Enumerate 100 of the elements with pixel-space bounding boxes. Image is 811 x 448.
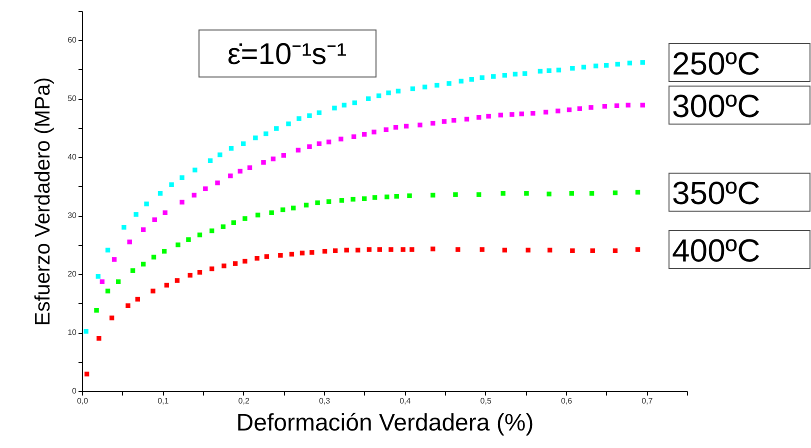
point (84, 372, 90, 376)
point (140, 262, 146, 266)
point (350, 196, 356, 202)
point (242, 258, 248, 264)
point (377, 247, 382, 252)
point (253, 136, 258, 140)
point (192, 168, 198, 172)
point (192, 192, 196, 198)
point (152, 217, 157, 222)
point (310, 250, 314, 255)
point (640, 102, 645, 108)
point (356, 248, 360, 252)
point (430, 192, 436, 198)
point (453, 192, 458, 197)
point (110, 316, 114, 320)
point (548, 248, 552, 252)
point (96, 336, 102, 341)
series-label: 250ºC (672, 45, 760, 82)
point (228, 146, 234, 151)
point (543, 110, 548, 114)
point (464, 116, 470, 122)
point (264, 131, 268, 136)
x-tick-label: 0,1 (158, 396, 170, 406)
point (186, 237, 191, 242)
point (446, 81, 452, 86)
point (362, 132, 367, 137)
point (486, 114, 491, 119)
point (316, 110, 322, 116)
point (546, 192, 552, 196)
point (208, 158, 213, 164)
point (456, 247, 460, 252)
point (140, 227, 146, 232)
point (122, 224, 126, 230)
point (476, 192, 482, 197)
point (589, 191, 594, 196)
point (418, 122, 422, 128)
x-tick-label: 0,5 (480, 396, 492, 406)
point (626, 102, 630, 108)
point (524, 191, 529, 196)
point (304, 202, 309, 208)
point (480, 247, 484, 252)
point (307, 144, 312, 149)
point (577, 106, 582, 111)
point (366, 247, 372, 252)
point (396, 88, 401, 94)
point (332, 106, 337, 110)
x-tick-label: 0,7 (642, 396, 654, 406)
point (640, 60, 645, 65)
point (602, 104, 608, 109)
point (322, 248, 328, 254)
point (526, 248, 530, 252)
point (158, 191, 163, 196)
point (394, 194, 399, 199)
point (247, 165, 252, 170)
point (326, 199, 332, 204)
point (162, 248, 167, 254)
series-label: 350ºC (672, 175, 760, 212)
point (238, 168, 242, 174)
point (635, 247, 640, 252)
point (588, 105, 594, 110)
point (220, 224, 226, 230)
point (522, 71, 528, 76)
point (410, 247, 414, 252)
point (458, 78, 464, 84)
point (452, 118, 456, 123)
point (362, 196, 367, 202)
y-axis-title: Esfuerzo Verdadero (MPa) (32, 77, 55, 326)
point (469, 77, 474, 82)
point (590, 248, 595, 254)
point (264, 254, 270, 259)
point (615, 62, 620, 67)
annotation: ε̇=10⁻¹s⁻¹ (227, 38, 347, 71)
point (556, 108, 560, 114)
point (410, 86, 416, 92)
point (197, 232, 202, 238)
y-tick-label: 30 (68, 211, 78, 220)
point (269, 210, 274, 216)
y-tick-label: 50 (68, 94, 78, 104)
point (546, 68, 552, 73)
point (512, 72, 518, 76)
point (228, 174, 233, 178)
point (315, 200, 320, 206)
point (210, 228, 214, 234)
point (94, 308, 99, 313)
point (352, 134, 356, 140)
point (180, 175, 184, 180)
point (169, 182, 174, 187)
point (291, 206, 296, 210)
point (188, 272, 192, 278)
point (342, 102, 347, 108)
series-label: 400ºC (672, 232, 760, 269)
point (174, 278, 180, 283)
point (162, 210, 168, 216)
point (316, 141, 322, 146)
point (570, 66, 575, 71)
point (569, 191, 574, 196)
point (434, 82, 440, 88)
point (112, 257, 117, 262)
point (134, 212, 138, 217)
point (232, 261, 238, 266)
